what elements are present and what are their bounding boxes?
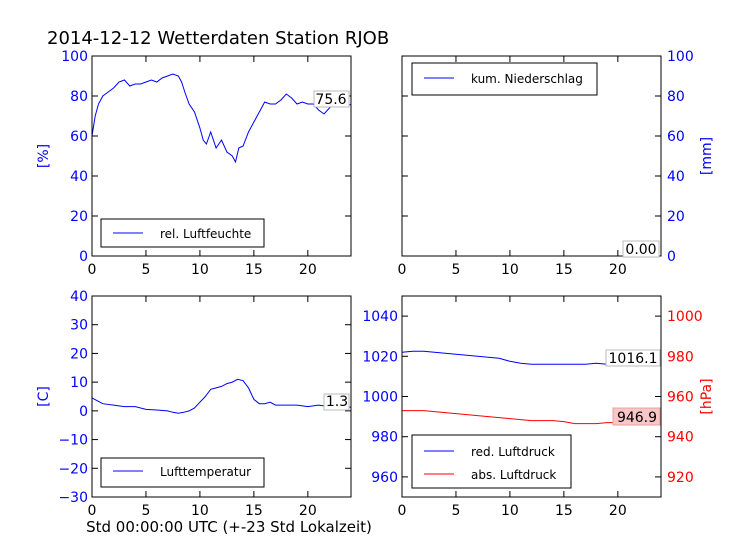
y-tick-label: 980: [371, 430, 398, 446]
value-annotation: 75.6: [315, 92, 346, 108]
value-annotation: 946.9: [617, 410, 657, 426]
y-tick-label: 1040: [362, 309, 398, 325]
x-tick-label: 20: [609, 503, 627, 519]
value-annotation-box: [605, 349, 661, 367]
value-annotation-box: [323, 393, 350, 411]
series-line-rel.-luftfeuchte: [91, 73, 351, 164]
y-tick-label-right: 1000: [667, 309, 703, 325]
y-tick-label: 40: [667, 169, 685, 185]
y-tick-label: 0: [667, 249, 676, 265]
y-tick-label: 60: [667, 129, 685, 145]
plot-frame: [91, 295, 352, 498]
y-axis-label: [C]: [36, 386, 52, 407]
y-tick-label: 30: [70, 318, 88, 334]
x-tick-label: 5: [141, 503, 150, 519]
y-tick-label: −20: [58, 461, 88, 477]
y-tick-label: −30: [58, 490, 88, 506]
y-tick-label: 0: [79, 249, 88, 265]
value-annotation: 1.3: [326, 394, 348, 410]
y-axis-label: [mm]: [699, 137, 715, 175]
legend-label: rel. Luftfeuchte: [160, 227, 251, 241]
y-tick-label-right: 920: [667, 470, 694, 486]
x-tick-label: 0: [88, 503, 97, 519]
y-tick-label-right: 960: [667, 390, 694, 406]
x-tick-label: 15: [245, 262, 263, 278]
x-tick-label: 0: [88, 262, 97, 278]
x-tick-label: 20: [299, 503, 317, 519]
figure-xlabel: Std 00:00:00 UTC (+-23 Std Lokalzeit): [86, 518, 372, 536]
legend-label: kum. Niederschlag: [471, 72, 583, 86]
y-tick-label: 10: [70, 375, 88, 391]
y-tick-label: 1000: [362, 390, 398, 406]
y-tick-label: 0: [79, 404, 88, 420]
y-tick-label-right: 980: [667, 349, 694, 365]
x-tick-label: 5: [451, 503, 460, 519]
temperature-panel: 0 5 10 15 20 −30 −20 −10 0 10 20 30 40 [C] Lufttempera…: [36, 289, 352, 519]
legend-box: [411, 434, 572, 489]
precipitation-panel: 0 5 10 15 20 0 20 40 60 80 100 [mm] kum. Niederschla…: [398, 49, 715, 278]
y-tick-label: 20: [70, 209, 88, 225]
y-tick-label-right: 940: [667, 430, 694, 446]
y-axis-label: [hPa]: [699, 378, 715, 414]
y-tick-label: 100: [61, 49, 88, 65]
x-tick-label: 20: [609, 262, 627, 278]
legend-label: red. Luftdruck: [471, 445, 555, 459]
value-annotation: 0.00: [625, 242, 656, 258]
humidity-panel: 0 5 10 15 20 0 20 40 60 80 100 [%] rel. Luftfeuchte 7…: [36, 49, 352, 278]
y-tick-label: 60: [70, 129, 88, 145]
y-tick-label: 40: [70, 169, 88, 185]
figure-title: 2014-12-12 Wetterdaten Station RJOB: [47, 28, 389, 49]
x-tick-label: 15: [555, 503, 573, 519]
legend-label: abs. Luftdruck: [471, 468, 556, 482]
y-tick-label: 40: [70, 289, 88, 305]
value-annotation: 1016.1: [609, 351, 658, 367]
y-tick-label: 20: [70, 346, 88, 362]
x-tick-label: 10: [501, 503, 519, 519]
x-tick-label: 0: [398, 262, 407, 278]
y-tick-label: 20: [667, 209, 685, 225]
legend-box: [411, 62, 598, 96]
x-tick-label: 5: [141, 262, 150, 278]
legend-label: Lufttemperatur: [160, 465, 251, 479]
y-tick-label: 100: [667, 49, 694, 65]
x-tick-label: 15: [245, 503, 263, 519]
y-tick-label: 80: [667, 89, 685, 105]
legend-box: [100, 457, 265, 488]
x-tick-label: 10: [191, 262, 209, 278]
x-tick-label: 0: [398, 503, 407, 519]
x-tick-label: 20: [299, 262, 317, 278]
y-tick-label: 1020: [362, 349, 398, 365]
x-tick-label: 15: [555, 262, 573, 278]
plot-frame: [401, 55, 662, 257]
plot-frame: [91, 55, 352, 257]
y-axis-label: [%]: [36, 144, 52, 168]
value-annotation-box: [622, 240, 660, 258]
x-tick-label: 5: [451, 262, 460, 278]
y-tick-label: 960: [371, 470, 398, 486]
y-tick-label: 80: [70, 89, 88, 105]
y-tick-label: −10: [58, 433, 88, 449]
series-line-lufttemperatur: [91, 378, 351, 414]
x-tick-label: 10: [191, 503, 209, 519]
x-tick-label: 10: [501, 262, 519, 278]
pressure-panel: 0 5 10 15 20 960 980 1000 1020 1040 920 940 960 980 10…: [362, 295, 715, 519]
value-annotation-box: [313, 90, 350, 108]
value-annotation-box: [612, 407, 661, 426]
